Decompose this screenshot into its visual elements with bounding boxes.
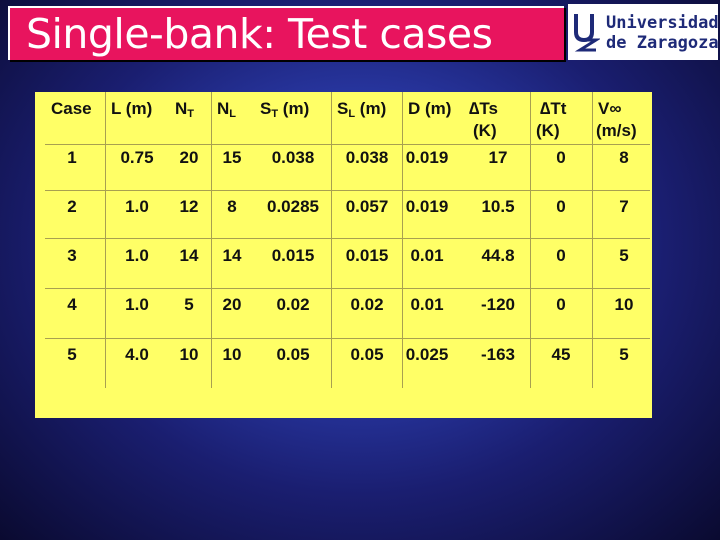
cell-nl: 20 (222, 295, 242, 314)
cell-delta-ts: 17 (488, 148, 508, 167)
cell-case: 1 (67, 148, 77, 167)
column-divider (211, 92, 212, 388)
cell-diameter: 0.025 (405, 345, 449, 364)
row-divider (45, 288, 650, 289)
header-velocity: V∞ (598, 99, 622, 118)
cell-length: 1.0 (125, 197, 149, 216)
header-nt: NT (175, 99, 195, 120)
cell-nl: 15 (222, 148, 242, 167)
cell-velocity: 5 (619, 246, 629, 265)
cell-delta-tt: 0 (556, 197, 566, 216)
header-sl: SL (m) (337, 99, 387, 120)
cell-length: 0.75 (120, 148, 154, 167)
cell-sl: 0.057 (345, 197, 389, 216)
university-logo-icon (574, 14, 600, 52)
cell-velocity: 10 (614, 295, 634, 314)
cell-nt: 10 (179, 345, 199, 364)
test-cases-table: Case L (m) NT NL ST (m) SL (m) D (m) ∆Ts… (35, 92, 652, 418)
header-nl: NL (217, 99, 237, 120)
cell-st: 0.02 (276, 295, 310, 314)
header-delta-ts-unit: (K) (473, 121, 497, 140)
column-divider (331, 92, 332, 388)
cell-velocity: 5 (619, 345, 629, 364)
cell-sl: 0.038 (345, 148, 389, 167)
row-divider (45, 144, 650, 145)
cell-delta-tt: 0 (556, 295, 566, 314)
cell-st: 0.038 (271, 148, 315, 167)
cell-nt: 5 (184, 295, 194, 314)
cell-sl: 0.015 (345, 246, 389, 265)
cell-length: 1.0 (125, 295, 149, 314)
cell-diameter: 0.019 (405, 148, 449, 167)
cell-nt: 14 (179, 246, 199, 265)
cell-st: 0.0285 (267, 197, 319, 216)
header-delta-tt: ∆Tt (540, 99, 567, 118)
cell-nl: 10 (222, 345, 242, 364)
cell-length: 4.0 (125, 345, 149, 364)
cell-velocity: 7 (619, 197, 629, 216)
cell-nl: 8 (227, 197, 237, 216)
header-delta-tt-unit: (K) (536, 121, 560, 140)
cell-delta-tt: 0 (556, 246, 566, 265)
logo-text-line2: de Zaragoza (606, 33, 719, 53)
cell-sl: 0.02 (350, 295, 384, 314)
row-divider (45, 338, 650, 339)
header-case: Case (51, 99, 92, 118)
header-velocity-unit: (m/s) (596, 121, 637, 140)
column-divider (592, 92, 593, 388)
cell-velocity: 8 (619, 148, 629, 167)
column-divider (402, 92, 403, 388)
cell-length: 1.0 (125, 246, 149, 265)
column-divider (105, 92, 106, 388)
cell-case: 2 (67, 197, 77, 216)
cell-delta-ts: 10.5 (481, 197, 515, 216)
cell-delta-ts: -163 (480, 345, 516, 364)
header-length: L (m) (111, 99, 153, 118)
slide-title: Single-bank: Test cases (26, 10, 493, 58)
cell-case: 5 (67, 345, 77, 364)
cell-diameter: 0.019 (405, 197, 449, 216)
cell-delta-ts: 44.8 (481, 246, 515, 265)
cell-st: 0.05 (276, 345, 310, 364)
cell-sl: 0.05 (350, 345, 384, 364)
title-bar: Single-bank: Test cases (8, 6, 564, 60)
header-st: ST (m) (260, 99, 310, 120)
cell-case: 3 (67, 246, 77, 265)
cell-st: 0.015 (271, 246, 315, 265)
university-logo: Universidad de Zaragoza (568, 4, 719, 60)
cell-delta-tt: 0 (556, 148, 566, 167)
cell-delta-tt: 45 (551, 345, 571, 364)
cell-diameter: 0.01 (410, 295, 444, 314)
cell-diameter: 0.01 (410, 246, 444, 265)
cell-nl: 14 (222, 246, 242, 265)
cell-nt: 12 (179, 197, 199, 216)
header-delta-ts: ∆Ts (469, 99, 498, 118)
column-divider (530, 92, 531, 388)
header-diameter: D (m) (408, 99, 452, 118)
cell-delta-ts: -120 (480, 295, 516, 314)
logo-text-line1: Universidad (606, 13, 719, 33)
row-divider (45, 190, 650, 191)
cell-case: 4 (67, 295, 77, 314)
row-divider (45, 238, 650, 239)
cell-nt: 20 (179, 148, 199, 167)
